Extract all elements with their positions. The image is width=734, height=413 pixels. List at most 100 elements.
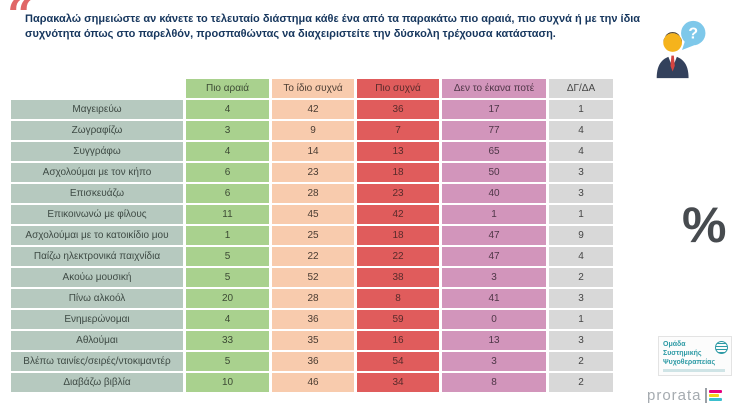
row-label: Μαγειρεύω	[11, 100, 183, 119]
row-label: Διαβάζω βιβλία	[11, 373, 183, 392]
cell-dont-know: 1	[549, 310, 613, 329]
col-header-less-often: Πιο αραιά	[186, 79, 269, 98]
cell-more-often: 13	[357, 142, 439, 161]
col-header-same: Το ίδιο συχνά	[272, 79, 354, 98]
cell-more-often: 8	[357, 289, 439, 308]
mini-bar-chart-icon	[704, 388, 722, 403]
cell-dont-know: 9	[549, 226, 613, 245]
cell-dont-know: 4	[549, 247, 613, 266]
table-row: Παίζω ηλεκτρονικά παιχνίδια 5 22 22 47 4	[11, 247, 613, 266]
cell-less-often: 5	[186, 352, 269, 371]
striped-globe-icon	[715, 341, 728, 354]
cell-same: 52	[272, 268, 354, 287]
prorata-wordmark: prorata	[647, 387, 702, 404]
cell-never-did: 13	[442, 331, 546, 350]
row-label: Πίνω αλκοόλ	[11, 289, 183, 308]
cell-same: 23	[272, 163, 354, 182]
cell-same: 36	[272, 352, 354, 371]
row-label: Ακούω μουσική	[11, 268, 183, 287]
svg-text:?: ?	[688, 26, 698, 43]
man-with-question-bubble-icon: ?	[652, 18, 712, 80]
table-row: Ακούω μουσική 5 52 38 3 2	[11, 268, 613, 287]
cell-less-often: 11	[186, 205, 269, 224]
cell-never-did: 47	[442, 226, 546, 245]
cell-less-often: 6	[186, 184, 269, 203]
cell-same: 35	[272, 331, 354, 350]
cell-never-did: 3	[442, 352, 546, 371]
row-label: Ασχολούμαι με τον κήπο	[11, 163, 183, 182]
cell-less-often: 20	[186, 289, 269, 308]
cell-never-did: 50	[442, 163, 546, 182]
cell-more-often: 18	[357, 226, 439, 245]
cell-never-did: 41	[442, 289, 546, 308]
col-header-never-did: Δεν το έκανα ποτέ	[442, 79, 546, 98]
cell-less-often: 3	[186, 121, 269, 140]
table-row: Επισκευάζω 6 28 23 40 3	[11, 184, 613, 203]
cell-never-did: 47	[442, 247, 546, 266]
therapy-logo-line: Συστημικής	[663, 350, 702, 358]
cell-more-often: 34	[357, 373, 439, 392]
cell-less-often: 5	[186, 268, 269, 287]
table-row: Μαγειρεύω 4 42 36 17 1	[11, 100, 613, 119]
cell-more-often: 36	[357, 100, 439, 119]
cell-never-did: 40	[442, 184, 546, 203]
cell-dont-know: 3	[549, 184, 613, 203]
row-label: Ενημερώνομαι	[11, 310, 183, 329]
cell-dont-know: 3	[549, 289, 613, 308]
cell-more-often: 42	[357, 205, 439, 224]
cell-same: 42	[272, 100, 354, 119]
cell-same: 25	[272, 226, 354, 245]
cell-same: 22	[272, 247, 354, 266]
cell-never-did: 3	[442, 268, 546, 287]
table-row: Πίνω αλκοόλ 20 28 8 41 3	[11, 289, 613, 308]
cell-never-did: 1	[442, 205, 546, 224]
cell-less-often: 33	[186, 331, 269, 350]
table-row: Επικοινωνώ με φίλους 11 45 42 1 1	[11, 205, 613, 224]
quote-icon: “	[7, 0, 34, 42]
row-label: Αθλούμαι	[11, 331, 183, 350]
cell-dont-know: 4	[549, 142, 613, 161]
cell-less-often: 4	[186, 100, 269, 119]
table-row: Διαβάζω βιβλία 10 46 34 8 2	[11, 373, 613, 392]
cell-never-did: 0	[442, 310, 546, 329]
cell-dont-know: 2	[549, 373, 613, 392]
cell-same: 46	[272, 373, 354, 392]
cell-more-often: 16	[357, 331, 439, 350]
cell-dont-know: 3	[549, 331, 613, 350]
therapy-logo-line: Ψυχοθεραπείας	[663, 359, 716, 367]
cell-dont-know: 2	[549, 268, 613, 287]
cell-same: 14	[272, 142, 354, 161]
row-label: Βλέπω ταινίες/σειρές/ντοκιμαντέρ	[11, 352, 183, 371]
cell-same: 45	[272, 205, 354, 224]
cell-less-often: 5	[186, 247, 269, 266]
row-label: Επισκευάζω	[11, 184, 183, 203]
cell-dont-know: 4	[549, 121, 613, 140]
cell-less-often: 4	[186, 310, 269, 329]
row-label: Παίζω ηλεκτρονικά παιχνίδια	[11, 247, 183, 266]
cell-less-often: 6	[186, 163, 269, 182]
table-row: Βλέπω ταινίες/σειρές/ντοκιμαντέρ 5 36 54…	[11, 352, 613, 371]
cell-less-often: 1	[186, 226, 269, 245]
therapy-logo-line: Ομάδα	[663, 341, 686, 348]
percent-symbol: %	[682, 197, 727, 253]
cell-same: 28	[272, 184, 354, 203]
cell-dont-know: 2	[549, 352, 613, 371]
col-header-more-often: Πιο συχνά	[357, 79, 439, 98]
row-label: Ασχολούμαι με το κατοικίδιο μου	[11, 226, 183, 245]
cell-more-often: 59	[357, 310, 439, 329]
cell-more-often: 23	[357, 184, 439, 203]
cell-never-did: 65	[442, 142, 546, 161]
cell-dont-know: 1	[549, 205, 613, 224]
cell-dont-know: 1	[549, 100, 613, 119]
cell-less-often: 4	[186, 142, 269, 161]
page-title: Παρακαλώ σημειώστε αν κάνετε το τελευταί…	[25, 13, 641, 41]
row-label: Επικοινωνώ με φίλους	[11, 205, 183, 224]
cell-never-did: 8	[442, 373, 546, 392]
cell-same: 28	[272, 289, 354, 308]
cell-same: 36	[272, 310, 354, 329]
table-row: Αθλούμαι 33 35 16 13 3	[11, 331, 613, 350]
cell-dont-know: 3	[549, 163, 613, 182]
table-row: Συγγράφω 4 14 13 65 4	[11, 142, 613, 161]
cell-same: 9	[272, 121, 354, 140]
